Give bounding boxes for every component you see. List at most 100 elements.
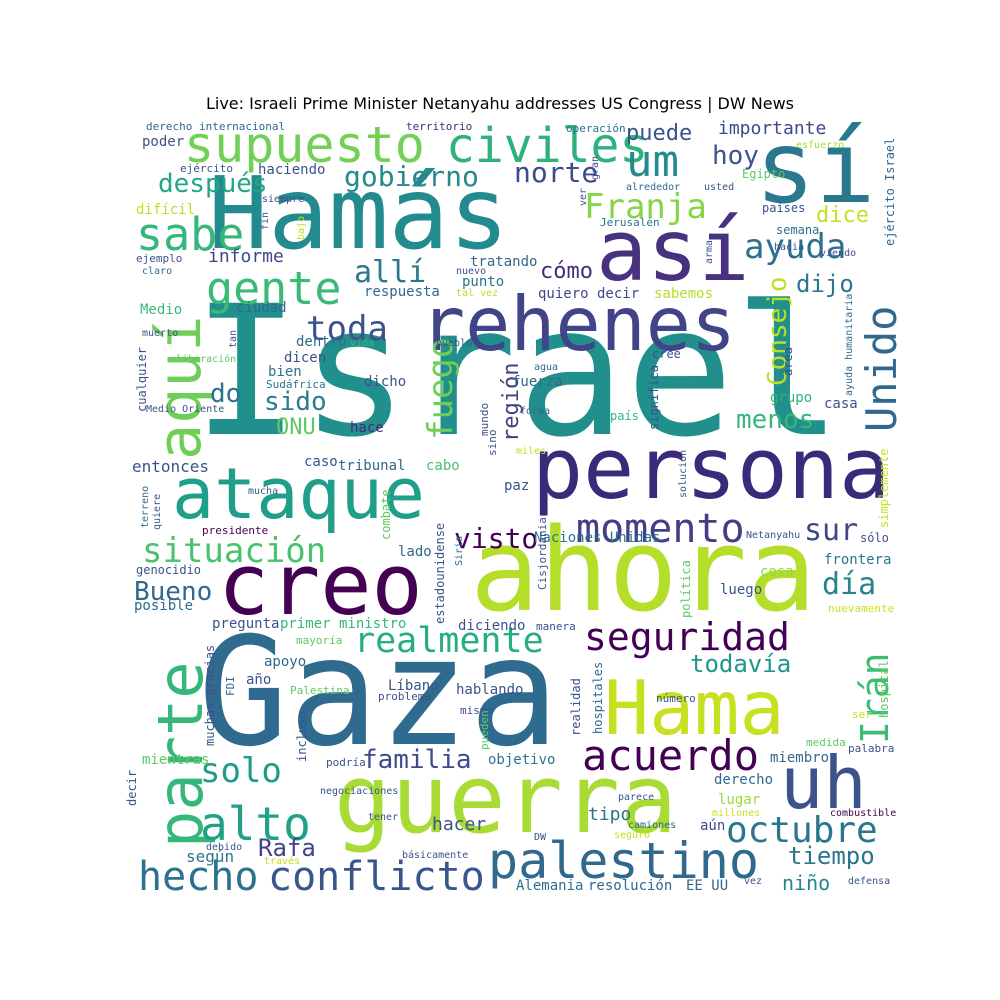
word-alrededor: alrededor (626, 182, 680, 193)
word-puede: puede (626, 121, 692, 146)
word-diciendo: diciendo (458, 618, 525, 634)
word-presidente: presidente (202, 524, 268, 537)
word-politica: política (679, 560, 693, 618)
word-cisjordania: Cisjordania (536, 517, 549, 590)
word-parece: parece (618, 792, 654, 803)
word-bajo: bajo (296, 216, 307, 240)
word-frontera: frontera (824, 552, 891, 568)
word-defensa: defensa (848, 876, 890, 887)
word-posible: posible (134, 598, 193, 614)
word-problema: problema (378, 690, 431, 703)
word-persona: persona (532, 420, 890, 519)
word-onu: ONU (276, 415, 316, 440)
word-viendo: viendo (820, 248, 856, 259)
word-palestino: palestino (488, 832, 759, 890)
word-segun: según (186, 847, 234, 866)
word-muerto: muerto (142, 328, 178, 339)
word-pueden: pueden (478, 710, 491, 750)
word-medio: Medio (140, 302, 182, 318)
word-tipo: tipo (588, 804, 631, 825)
word-caso: caso (304, 454, 338, 470)
word-ejercito: ejército (180, 162, 233, 175)
word-fin: fin (260, 212, 271, 230)
word-miembro: miembro (770, 750, 829, 766)
word-decir: decir (125, 770, 139, 806)
word-cree: cree (652, 347, 681, 361)
word-lado: lado (398, 544, 432, 560)
word-tan: tan (228, 330, 239, 348)
word-libano: Líbano (388, 678, 439, 694)
word-guerra: guerra (334, 745, 677, 855)
word-dificil: difícil (136, 202, 195, 218)
word-dentro: dentro (296, 334, 347, 350)
word-podria: podría (326, 756, 366, 769)
word-seguro: seguro (614, 830, 650, 841)
word-lugar: lugar (718, 792, 760, 808)
word-menos: menos (736, 405, 814, 435)
word-informe: informe (208, 246, 284, 267)
word-quiere: quiere (152, 494, 163, 530)
word-naciones-unidas: Naciones Unidas (534, 530, 660, 546)
word-palabra: palabra (848, 742, 894, 755)
word-derecho-internacional: derecho internacional (146, 120, 285, 133)
word-dicho: dicho (364, 374, 406, 390)
word-conflicto: conflicto (268, 854, 485, 900)
word-sur: sur (804, 513, 858, 548)
word-bien: bien (268, 364, 302, 380)
word-sabemos: sabemos (654, 286, 713, 302)
word-dw: DW (534, 832, 547, 843)
word-region: región (499, 363, 524, 442)
word-agua: agua (534, 362, 558, 373)
word-ayuda-humanitaria: ayuda humanitaria (844, 294, 855, 396)
word-traves: través (264, 855, 300, 867)
word-primer-ministro: primer ministro (280, 616, 406, 632)
word-mayoria: mayoría (296, 634, 342, 647)
word-hablando: hablando (456, 682, 523, 698)
word-objetivo: objetivo (488, 752, 555, 768)
word-solo: sólo (860, 531, 889, 545)
word-semana: semana (776, 223, 819, 237)
word-hospital: hospital (877, 660, 891, 718)
word-vez: vez (744, 876, 762, 887)
word-forma: forma (520, 406, 550, 417)
word-aqui: aquí (145, 316, 215, 461)
word-dijo: dijo (796, 270, 854, 298)
word-operacion: operación (566, 122, 626, 135)
word-sino: sino (486, 430, 499, 457)
word-genocidio: genocidio (136, 563, 201, 577)
word-ejemplo: ejemplo (136, 252, 182, 265)
word-jerusalen: Jerusalén (600, 216, 660, 229)
word-nino: niño (782, 871, 830, 895)
word-area: área (781, 347, 795, 376)
word-alto: alto (200, 797, 311, 851)
word-ver: ver (578, 188, 589, 206)
word-solucion: solución (677, 450, 689, 498)
word-asi: así (596, 202, 750, 301)
word-bueno: Bueno (134, 577, 212, 607)
word-ciudad: ciudad (236, 300, 287, 316)
word-familia: familia (362, 745, 472, 775)
word-sudafrica: Sudáfrica (266, 378, 326, 391)
word-pais: país (610, 409, 639, 423)
word-millones: millones (712, 808, 760, 819)
word-seguridad: seguridad (584, 615, 790, 659)
word-importante: importante (718, 118, 826, 139)
word-significa: significa (647, 365, 661, 430)
word-um: um (626, 136, 679, 187)
word-incluso: incluso (295, 711, 309, 762)
word-ee-uu: EE UU (686, 878, 728, 894)
word-usted: usted (704, 182, 734, 193)
word-luego: luego (720, 582, 762, 598)
word-hecho: hecho (138, 854, 258, 900)
word-estadounidense: estadounidense (433, 523, 447, 624)
word-casa: casa (824, 396, 858, 412)
word-siria: Siria (454, 536, 465, 566)
word-gobierno: gobierno (344, 160, 479, 193)
word-hama: Hama (604, 664, 785, 752)
word-gente: gente (206, 262, 341, 315)
word-uh: uh (780, 741, 867, 825)
word-derecho: derecho (714, 772, 773, 788)
word-creo: creo (218, 536, 423, 635)
word-medio-oriente: Medio Oriente (146, 404, 224, 415)
